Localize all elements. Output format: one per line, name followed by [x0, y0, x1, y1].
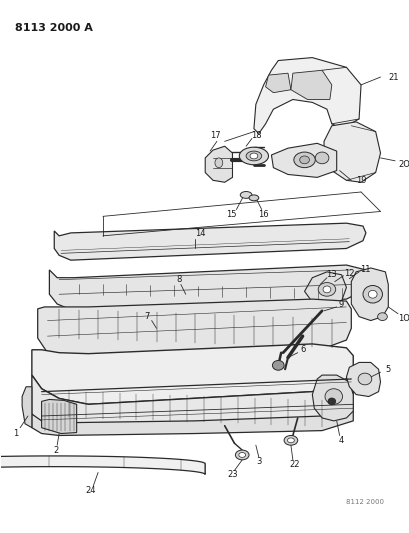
- Ellipse shape: [367, 290, 376, 298]
- Text: 1: 1: [13, 429, 18, 438]
- Ellipse shape: [362, 286, 382, 303]
- Ellipse shape: [357, 373, 371, 385]
- Ellipse shape: [322, 286, 330, 293]
- Text: 17: 17: [209, 131, 220, 140]
- Polygon shape: [32, 369, 353, 427]
- Ellipse shape: [249, 153, 257, 159]
- Ellipse shape: [238, 453, 245, 457]
- Polygon shape: [323, 122, 380, 182]
- Ellipse shape: [293, 152, 315, 168]
- Polygon shape: [253, 58, 360, 134]
- Text: 13: 13: [326, 270, 336, 279]
- Ellipse shape: [245, 151, 261, 161]
- Ellipse shape: [248, 195, 258, 201]
- Ellipse shape: [272, 360, 283, 370]
- Polygon shape: [38, 299, 351, 365]
- Text: 7: 7: [144, 312, 149, 321]
- Polygon shape: [304, 272, 346, 306]
- Text: 8: 8: [176, 275, 181, 284]
- Ellipse shape: [240, 191, 252, 198]
- Polygon shape: [351, 268, 387, 320]
- Ellipse shape: [377, 313, 387, 320]
- Text: 15: 15: [226, 210, 236, 219]
- Polygon shape: [49, 265, 368, 311]
- Text: 6: 6: [299, 345, 305, 354]
- Text: 22: 22: [289, 460, 299, 469]
- Text: 5: 5: [384, 365, 390, 374]
- Text: 14: 14: [195, 229, 205, 238]
- Text: 4: 4: [338, 436, 343, 445]
- Text: 11: 11: [359, 265, 369, 274]
- Ellipse shape: [239, 147, 268, 165]
- Polygon shape: [271, 143, 336, 177]
- Polygon shape: [32, 344, 353, 405]
- Polygon shape: [32, 408, 353, 435]
- Ellipse shape: [283, 435, 297, 445]
- Text: 8112 2000: 8112 2000: [346, 499, 384, 505]
- Ellipse shape: [287, 438, 294, 443]
- Ellipse shape: [235, 450, 248, 460]
- Text: 16: 16: [258, 210, 268, 219]
- Ellipse shape: [315, 152, 328, 164]
- Polygon shape: [0, 456, 205, 474]
- Polygon shape: [265, 73, 290, 93]
- Polygon shape: [205, 146, 232, 182]
- Ellipse shape: [317, 282, 335, 296]
- Text: 1O: 1O: [397, 314, 409, 323]
- Polygon shape: [346, 362, 380, 397]
- Text: 8113 2000 A: 8113 2000 A: [15, 23, 93, 34]
- Polygon shape: [41, 399, 76, 433]
- Ellipse shape: [214, 158, 222, 168]
- Text: 2O: 2O: [397, 160, 409, 169]
- Polygon shape: [312, 375, 353, 421]
- Text: 18: 18: [251, 131, 261, 140]
- Text: 24: 24: [85, 487, 95, 496]
- Ellipse shape: [324, 389, 342, 405]
- Text: 19: 19: [355, 176, 366, 185]
- Polygon shape: [290, 70, 331, 100]
- Polygon shape: [22, 387, 32, 427]
- Polygon shape: [54, 223, 365, 260]
- Text: 12: 12: [343, 269, 354, 278]
- Text: 3: 3: [256, 457, 261, 466]
- Ellipse shape: [299, 156, 309, 164]
- Text: 9: 9: [338, 301, 343, 310]
- Ellipse shape: [327, 398, 335, 405]
- Text: 2: 2: [54, 446, 58, 455]
- Text: 21: 21: [387, 72, 398, 82]
- Text: 23: 23: [227, 470, 237, 479]
